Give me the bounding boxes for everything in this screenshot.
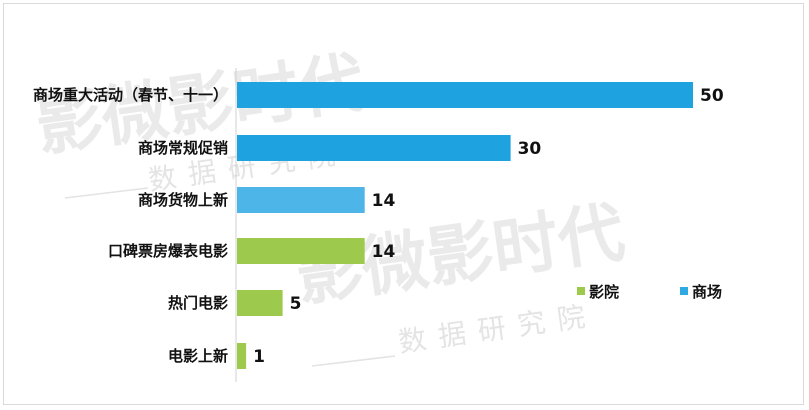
category-label: 口碑票房爆表电影 — [108, 242, 228, 260]
data-label: 30 — [518, 139, 542, 159]
legend-label: 影院 — [589, 283, 619, 301]
legend-swatch — [577, 287, 585, 295]
category-label: 商场常规促销 — [138, 139, 228, 157]
legend-label: 商场 — [692, 283, 722, 301]
category-label: 热门电影 — [168, 294, 228, 312]
legend-swatch — [680, 287, 688, 295]
data-label: 50 — [700, 86, 724, 106]
data-label: 1 — [253, 347, 265, 367]
bar — [237, 82, 693, 108]
chart-frame — [3, 3, 804, 405]
data-label: 14 — [372, 191, 396, 211]
bar — [237, 343, 247, 369]
category-label: 电影上新 — [168, 347, 228, 365]
data-label: 14 — [372, 242, 396, 262]
data-label: 5 — [290, 294, 302, 314]
bar — [237, 135, 511, 161]
category-label: 商场重大活动（春节、十一） — [33, 86, 228, 104]
bar — [237, 238, 365, 264]
bar — [237, 290, 283, 316]
category-label: 商场货物上新 — [138, 191, 228, 209]
bar — [237, 187, 365, 213]
